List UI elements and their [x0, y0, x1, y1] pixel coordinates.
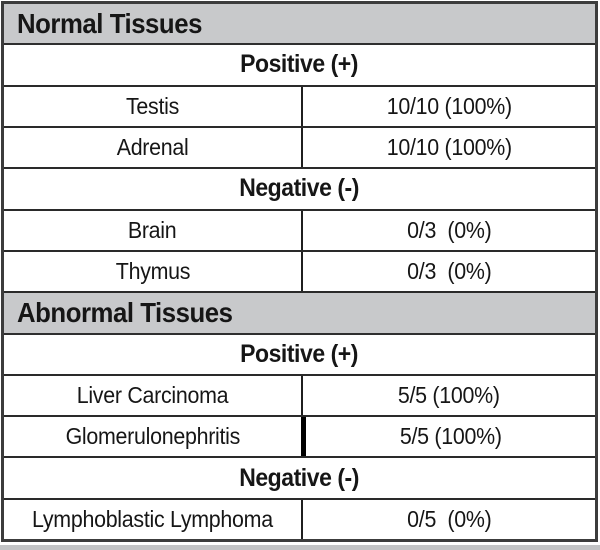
result-value: 5/5 (100%)	[398, 381, 500, 408]
tissue-name: Testis	[125, 92, 180, 119]
result-value: 5/5 (100%)	[399, 423, 502, 450]
tissue-reactivity-table: Normal Tissues Positive (+) Testis 10/10…	[1, 1, 598, 542]
table-row-lymphoblastic-lymphoma: Lymphoblastic Lymphoma 0/5 (0%)	[4, 499, 595, 540]
tissue-name-cell: Liver Carcinoma	[4, 376, 301, 415]
table-row-testis: Testis 10/10 (100%)	[4, 86, 595, 128]
tissue-name: Lymphoblastic Lymphoma	[32, 505, 273, 532]
result-value: 0/3 (0%)	[406, 216, 492, 243]
result-cell: 5/5 (100%)	[301, 375, 595, 416]
result-value: 0/5 (0%)	[406, 505, 492, 532]
tissue-name: Adrenal	[116, 134, 189, 161]
tissue-name: Thymus	[115, 258, 190, 285]
tissue-name-cell: Lymphoblastic Lymphoma	[4, 500, 301, 539]
tissue-name: Brain	[128, 216, 177, 243]
group-label: Negative (-)	[239, 174, 360, 203]
section-header-row-normal-tissues: Normal Tissues	[4, 4, 595, 46]
tissue-name-cell: Thymus	[4, 252, 301, 291]
section-title: Normal Tissues	[17, 7, 202, 39]
result-cell: 0/3 (0%)	[301, 210, 595, 250]
table-row-adrenal: Adrenal 10/10 (100%)	[4, 127, 595, 170]
result-value: 10/10 (100%)	[386, 134, 512, 161]
tissue-name-cell: Glomerulonephritis	[4, 417, 301, 456]
tissue-name: Glomerulonephritis	[65, 423, 240, 450]
result-cell: 10/10 (100%)	[301, 127, 595, 168]
table-row-thymus: Thymus 0/3 (0%)	[4, 251, 595, 294]
bottom-gray-strip	[0, 545, 600, 550]
table-row-liver-carcinoma: Liver Carcinoma 5/5 (100%)	[4, 375, 595, 418]
table-row-brain: Brain 0/3 (0%)	[4, 210, 595, 252]
tissue-name: Liver Carcinoma	[76, 381, 229, 408]
group-label: Positive (+)	[240, 339, 359, 368]
table-row-glomerulonephritis: Glomerulonephritis 5/5 (100%)	[4, 417, 595, 459]
tissue-name-cell: Testis	[4, 87, 301, 126]
group-label-row-negative: Negative (-)	[4, 169, 595, 211]
result-value: 10/10 (100%)	[386, 92, 512, 119]
tissue-name-cell: Brain	[4, 211, 301, 250]
result-cell: 0/5 (0%)	[301, 499, 595, 540]
group-label-row-positive: Positive (+)	[4, 335, 595, 376]
result-cell: 0/3 (0%)	[301, 251, 595, 292]
group-label-row-positive: Positive (+)	[4, 45, 595, 87]
section-title: Abnormal Tissues	[17, 296, 233, 328]
group-label: Negative (-)	[239, 463, 360, 492]
group-label-row-negative: Negative (-)	[4, 458, 595, 500]
result-cell: 5/5 (100%)	[301, 417, 595, 457]
group-label: Positive (+)	[240, 50, 359, 79]
section-header-row-abnormal-tissues: Abnormal Tissues	[4, 293, 595, 335]
result-value: 0/3 (0%)	[406, 258, 492, 285]
tissue-name-cell: Adrenal	[4, 128, 301, 167]
result-cell: 10/10 (100%)	[301, 86, 595, 126]
